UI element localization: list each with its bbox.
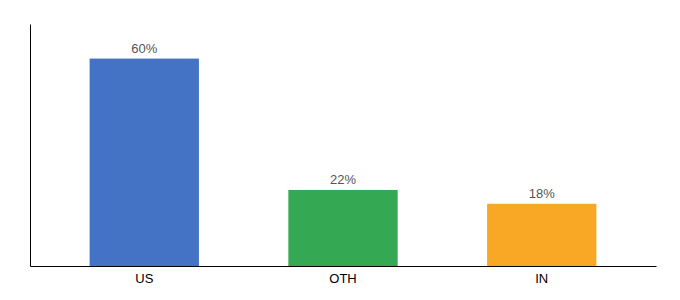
x-tick-label: US [135,271,153,286]
data-labels: 60% 22% 18% [131,41,555,201]
y-axis-line [30,25,31,267]
x-tick: OTH [329,271,356,286]
chart-svg: 60% 22% 18% US OTH IN [0,0,680,300]
bars [90,59,597,266]
plot-area: 60% 22% 18% US OTH IN [31,25,657,287]
data-label: 60% [131,41,157,56]
chart-container: 60% 22% 18% US OTH IN [0,0,680,300]
x-tick-label: IN [535,271,548,286]
x-tick-label: OTH [329,271,356,286]
data-label: 18% [529,186,555,201]
bar [288,190,397,266]
x-tick: US [135,271,153,286]
bar [487,204,596,266]
y-axis [30,25,31,267]
data-label: 22% [330,172,356,187]
bar [90,59,199,266]
x-tick: IN [535,271,548,286]
x-axis: US OTH IN [31,267,657,287]
x-axis-line [31,266,657,267]
